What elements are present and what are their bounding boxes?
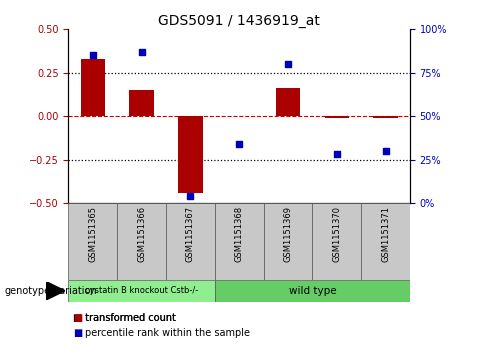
Text: cystatin B knockout Cstb-/-: cystatin B knockout Cstb-/- — [85, 286, 198, 295]
Text: GSM1151367: GSM1151367 — [186, 206, 195, 262]
Polygon shape — [46, 282, 65, 300]
Text: GSM1151365: GSM1151365 — [88, 206, 97, 262]
Text: GSM1151369: GSM1151369 — [284, 206, 292, 262]
Text: ■: ■ — [73, 328, 82, 338]
Bar — [178, 116, 203, 193]
Bar — [276, 88, 300, 116]
Bar — [325, 116, 349, 118]
Text: GSM1151370: GSM1151370 — [332, 206, 341, 262]
Text: ■ transformed count: ■ transformed count — [73, 313, 176, 323]
Bar — [361, 203, 410, 280]
Text: GSM1151371: GSM1151371 — [381, 206, 390, 262]
Point — [186, 193, 194, 199]
Point — [89, 52, 97, 58]
Text: GSM1151366: GSM1151366 — [137, 206, 146, 262]
Text: GSM1151368: GSM1151368 — [235, 206, 244, 262]
Bar — [312, 203, 361, 280]
Bar — [215, 203, 264, 280]
Bar — [68, 203, 117, 280]
Point — [382, 148, 389, 154]
Point — [333, 152, 341, 158]
Text: ■: ■ — [73, 313, 82, 323]
Bar — [166, 203, 215, 280]
Bar — [215, 280, 410, 302]
Bar — [373, 116, 398, 118]
Text: genotype/variation: genotype/variation — [5, 286, 98, 296]
Bar — [68, 280, 215, 302]
Text: wild type: wild type — [288, 286, 336, 296]
Point — [235, 141, 243, 147]
Bar — [117, 203, 166, 280]
Bar — [129, 90, 154, 116]
Bar — [81, 59, 105, 116]
Point — [284, 61, 292, 67]
Bar — [264, 203, 312, 280]
Point — [138, 49, 145, 54]
Title: GDS5091 / 1436919_at: GDS5091 / 1436919_at — [158, 14, 320, 28]
Text: transformed count: transformed count — [85, 313, 176, 323]
Text: percentile rank within the sample: percentile rank within the sample — [85, 328, 250, 338]
